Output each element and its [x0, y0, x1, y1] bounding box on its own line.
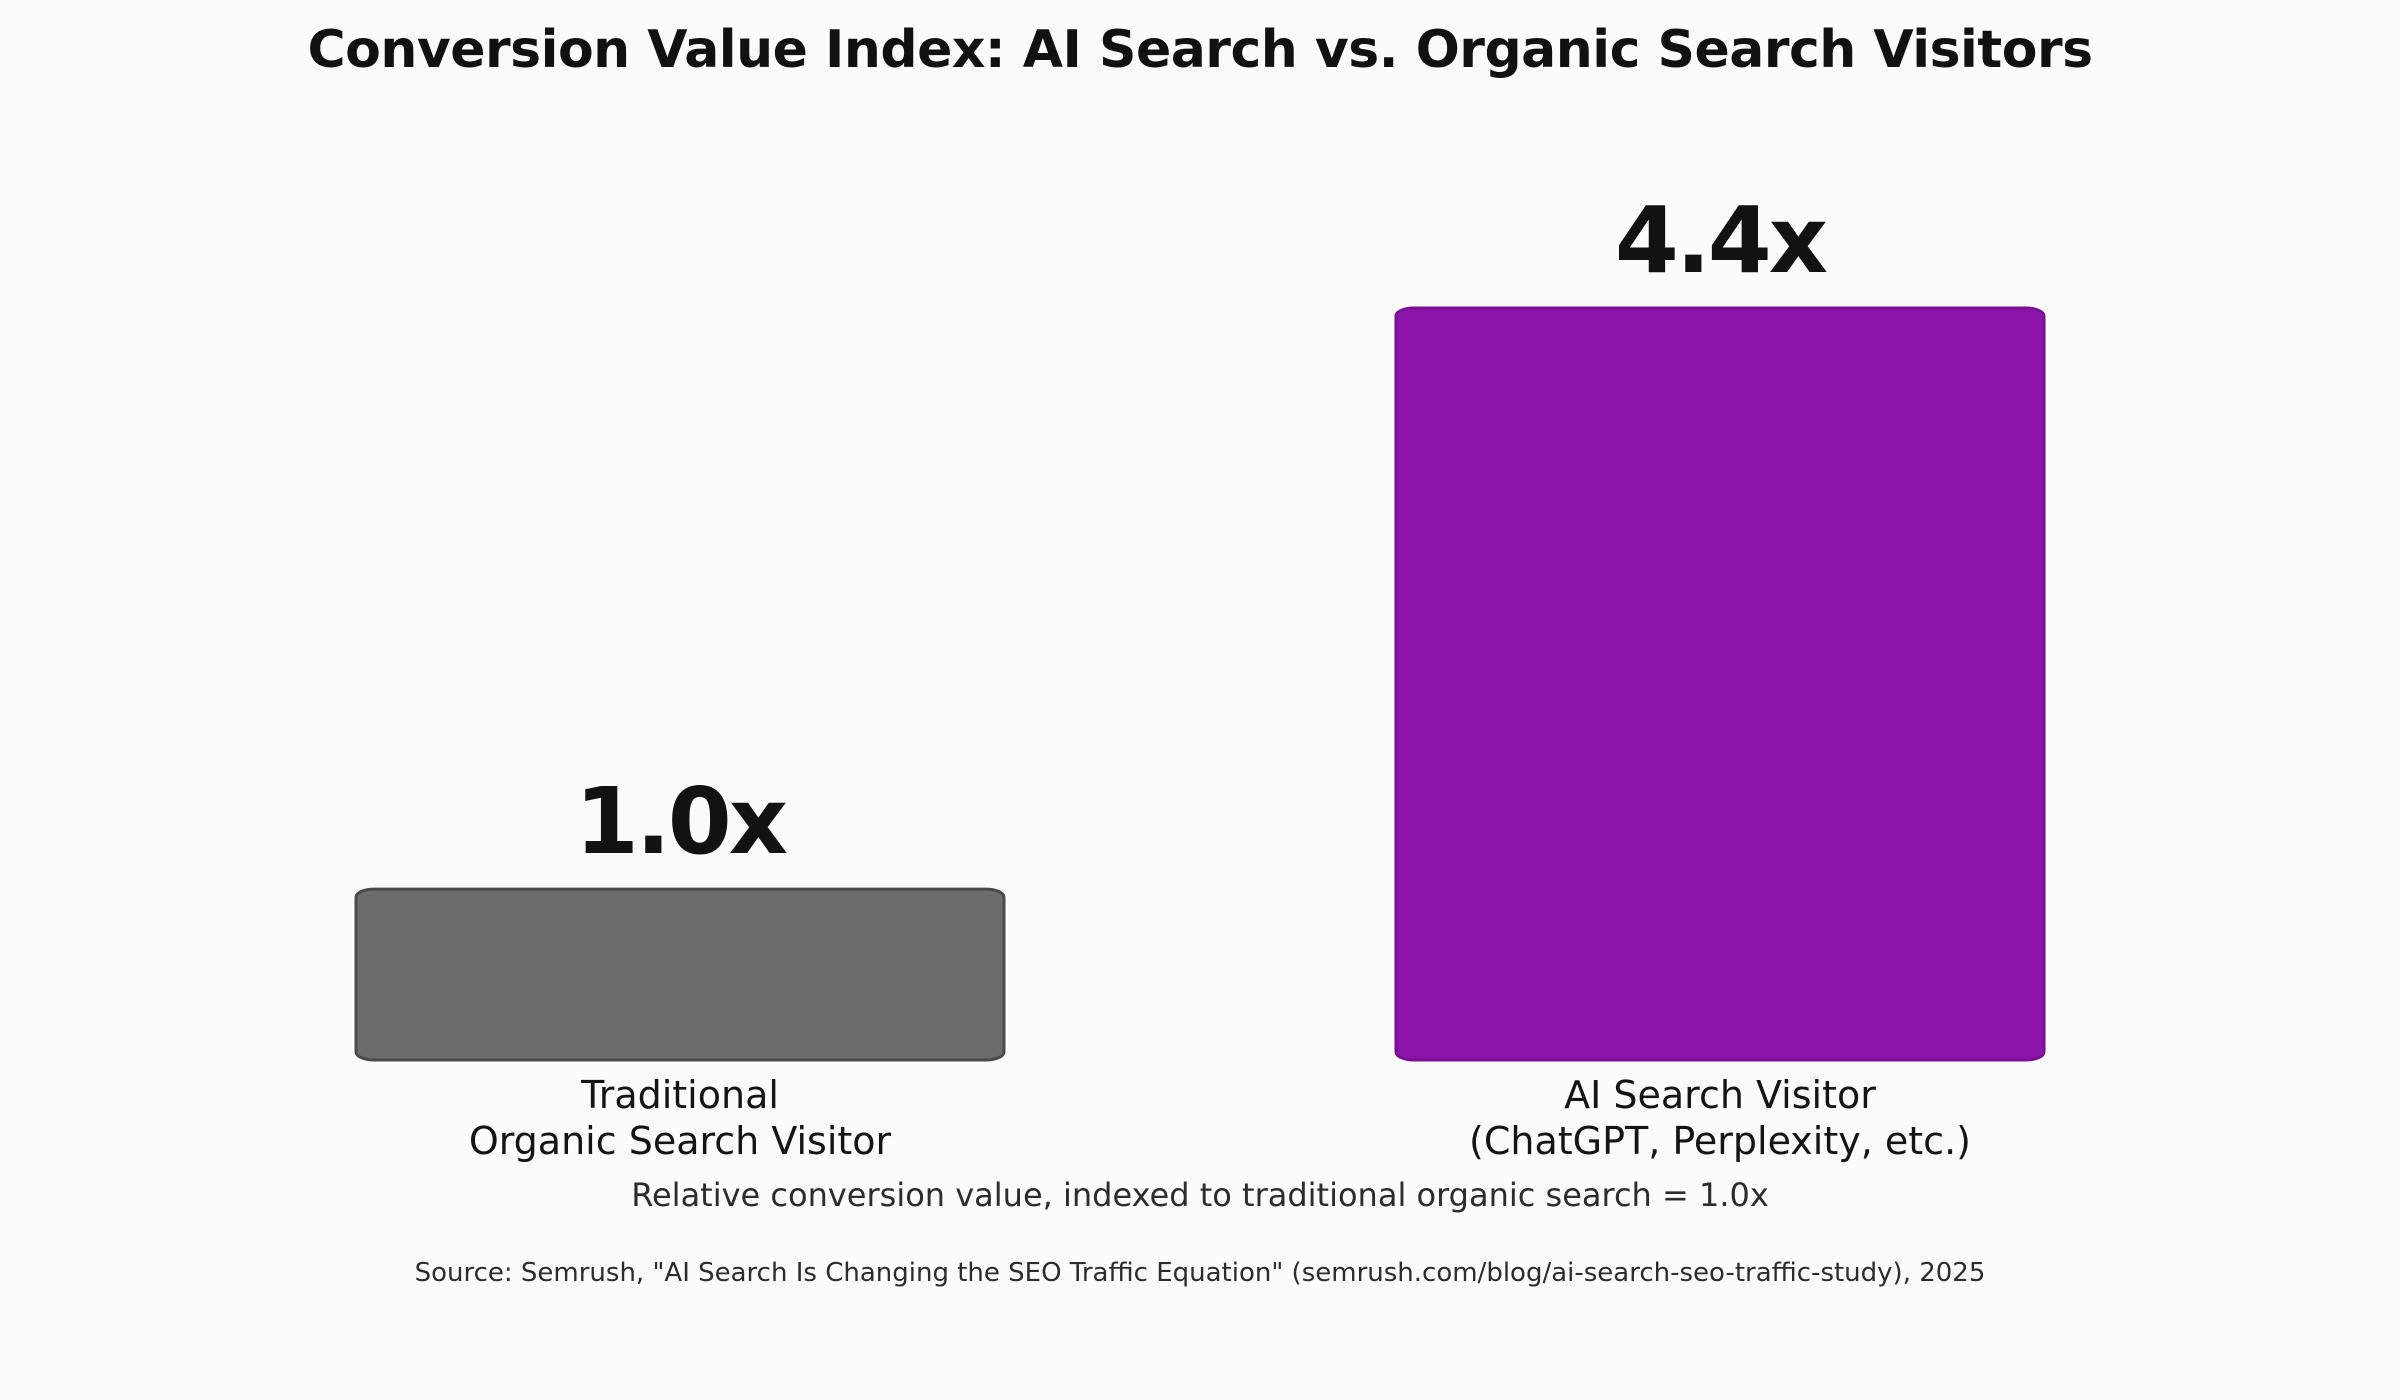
source-note: Source: Semrush, "AI Search Is Changing … [414, 1258, 1986, 1288]
value-label-traditional-organic: 1.0x [575, 768, 787, 875]
bars-layer [354, 306, 2046, 1062]
category-label-ai-search: AI Search Visitor (ChatGPT, Perplexity, … [1370, 1072, 2070, 1164]
bar-ai-search [1394, 306, 2046, 1062]
index-note: Relative conversion value, indexed to tr… [631, 1176, 1769, 1214]
chart-title: Conversion Value Index: AI Search vs. Or… [307, 20, 2093, 80]
value-labels-layer: 1.0x 4.4x [575, 187, 1830, 875]
value-label-ai-search: 4.4x [1615, 187, 1827, 294]
category-label-line: Organic Search Visitor [468, 1119, 892, 1163]
category-label-traditional: Traditional Organic Search Visitor [330, 1072, 1030, 1164]
category-label-line: Traditional [581, 1073, 779, 1117]
bar-traditional-organic [354, 887, 1006, 1062]
category-label-line: (ChatGPT, Perplexity, etc.) [1469, 1119, 1971, 1163]
category-label-line: AI Search Visitor [1564, 1073, 1876, 1117]
